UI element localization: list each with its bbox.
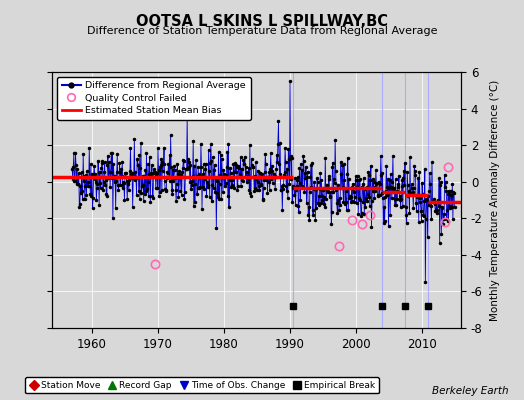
Legend: Station Move, Record Gap, Time of Obs. Change, Empirical Break: Station Move, Record Gap, Time of Obs. C… bbox=[26, 377, 379, 394]
Text: OOTSA L SKINS L SPILLWAY,BC: OOTSA L SKINS L SPILLWAY,BC bbox=[136, 14, 388, 29]
Y-axis label: Monthly Temperature Anomaly Difference (°C): Monthly Temperature Anomaly Difference (… bbox=[489, 79, 500, 321]
Text: Berkeley Earth: Berkeley Earth bbox=[432, 386, 508, 396]
Text: Difference of Station Temperature Data from Regional Average: Difference of Station Temperature Data f… bbox=[87, 26, 437, 36]
Legend: Difference from Regional Average, Quality Control Failed, Estimated Station Mean: Difference from Regional Average, Qualit… bbox=[57, 77, 251, 120]
